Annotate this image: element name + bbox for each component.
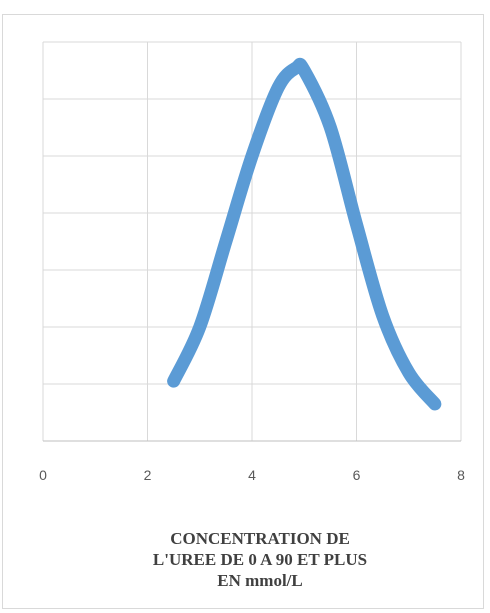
x-tick-label: 2 — [144, 467, 152, 483]
series-line-1 — [167, 57, 442, 411]
x-axis-label-line-2: L'UREE DE 0 A 90 ET PLUS — [152, 550, 368, 569]
x-tick-label: 8 — [457, 467, 465, 483]
series-layer — [167, 57, 442, 411]
x-tick-label: 6 — [353, 467, 361, 483]
x-tick-label: 4 — [248, 467, 256, 483]
x-axis-label-line-3: EN mmol/L — [217, 571, 303, 590]
grid-layer — [42, 41, 462, 442]
x-axis-label: CONCENTRATION DE L'UREE DE 0 A 90 ET PLU… — [50, 528, 470, 591]
x-tick-label: 0 — [39, 467, 47, 483]
chart-frame — [2, 14, 484, 609]
tick-layer: 0 2 4 6 8 — [39, 467, 465, 483]
x-axis-label-line-1: CONCENTRATION DE — [170, 529, 350, 548]
